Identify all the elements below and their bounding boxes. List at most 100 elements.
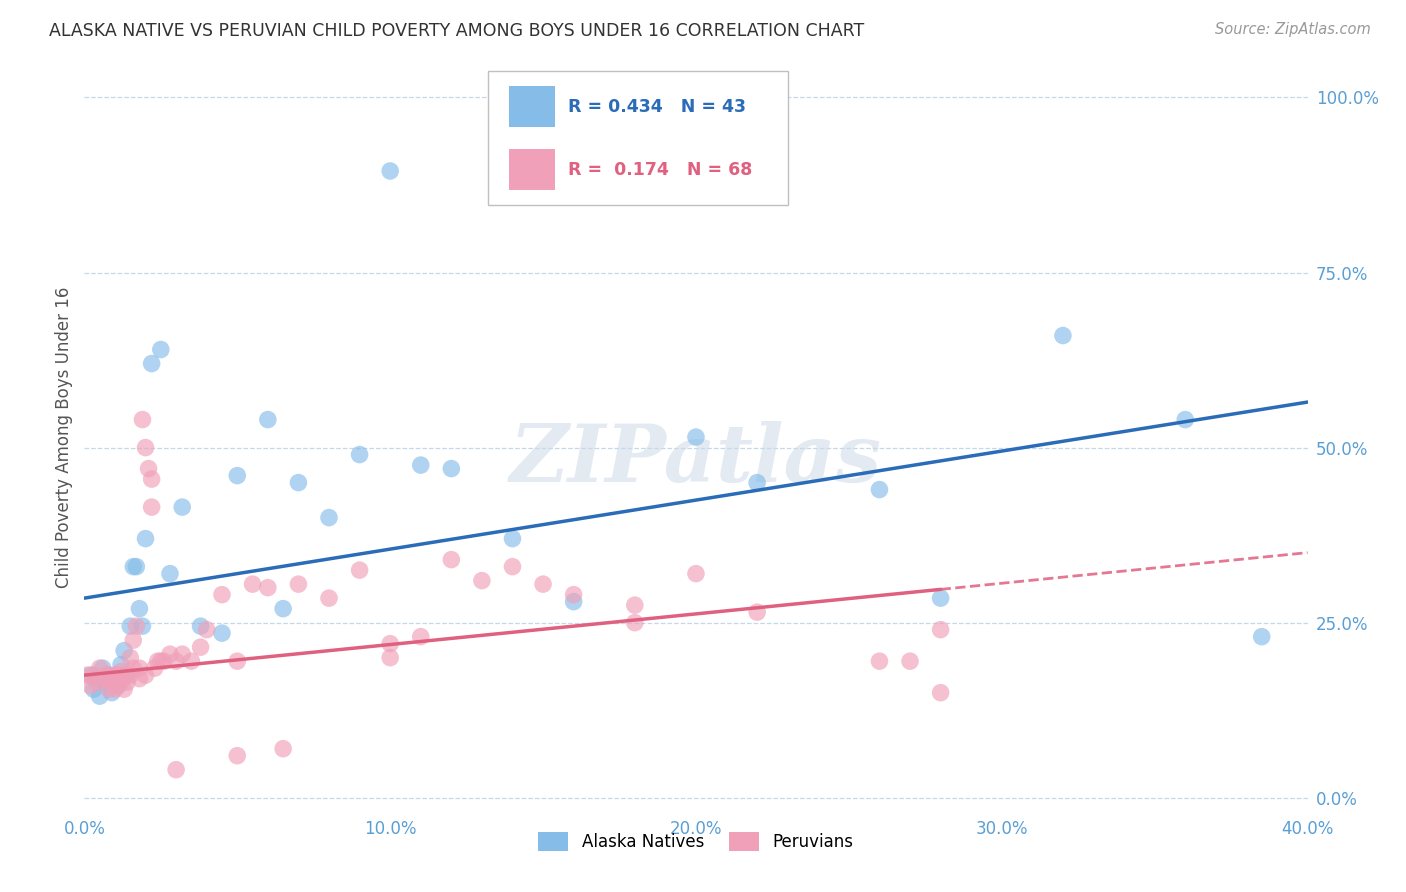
Point: [112, 643, 135, 657]
Point: [440, 552, 463, 566]
Point: [159, 566, 181, 581]
Point: [138, 461, 160, 475]
Point: [380, 637, 402, 651]
Point: [115, 675, 138, 690]
Point: [190, 619, 212, 633]
Point: [211, 588, 233, 602]
Point: [172, 647, 194, 661]
Point: [624, 598, 647, 612]
Text: ALASKA NATIVE VS PERUVIAN CHILD POVERTY AMONG BOYS UNDER 16 CORRELATION CHART: ALASKA NATIVE VS PERUVIAN CHILD POVERTY …: [49, 22, 865, 40]
Point: [94, 668, 117, 682]
Point: [94, 675, 117, 690]
Point: [79, 679, 101, 693]
Text: ZIPatlas: ZIPatlas: [510, 421, 882, 499]
Point: [128, 601, 150, 615]
Point: [115, 668, 138, 682]
Point: [242, 577, 264, 591]
Point: [89, 689, 111, 703]
Point: [318, 510, 340, 524]
Point: [122, 633, 145, 648]
Point: [172, 500, 194, 515]
Point: [287, 577, 309, 591]
Y-axis label: Child Poverty Among Boys Under 16: Child Poverty Among Boys Under 16: [55, 286, 73, 588]
Point: [131, 412, 153, 426]
Point: [135, 532, 157, 546]
Point: [226, 654, 249, 668]
Point: [112, 682, 135, 697]
Point: [929, 686, 952, 700]
Point: [89, 661, 111, 675]
Point: [128, 672, 150, 686]
Point: [257, 581, 280, 595]
Point: [122, 661, 145, 675]
Point: [141, 500, 163, 515]
Point: [409, 630, 432, 644]
Point: [122, 559, 145, 574]
Point: [104, 668, 127, 682]
Point: [120, 668, 142, 682]
Point: [125, 619, 148, 633]
Point: [97, 668, 120, 682]
Point: [271, 741, 294, 756]
Point: [898, 654, 921, 668]
Point: [929, 623, 952, 637]
Point: [226, 748, 249, 763]
Point: [624, 615, 647, 630]
Point: [257, 412, 280, 426]
Point: [502, 559, 524, 574]
Point: [91, 661, 114, 675]
Point: [747, 475, 769, 490]
Point: [104, 682, 127, 697]
Point: [380, 164, 402, 178]
Point: [143, 661, 166, 675]
Point: [349, 448, 371, 462]
Point: [349, 563, 371, 577]
Bar: [509, 86, 555, 128]
Point: [180, 654, 202, 668]
Point: [1174, 412, 1197, 426]
Point: [149, 654, 172, 668]
Text: R = 0.434   N = 43: R = 0.434 N = 43: [568, 97, 745, 116]
Point: [110, 665, 132, 679]
Point: [869, 654, 891, 668]
Point: [128, 661, 150, 675]
Point: [146, 654, 169, 668]
Point: [76, 668, 98, 682]
Point: [159, 647, 181, 661]
Point: [135, 668, 157, 682]
Text: Source: ZipAtlas.com: Source: ZipAtlas.com: [1215, 22, 1371, 37]
Point: [86, 675, 108, 690]
Point: [869, 483, 891, 497]
Point: [190, 640, 212, 655]
Point: [83, 682, 105, 697]
Point: [107, 679, 129, 693]
Point: [110, 657, 132, 672]
Point: [79, 668, 101, 682]
Point: [101, 686, 124, 700]
Point: [97, 682, 120, 697]
Point: [141, 357, 163, 371]
Point: [83, 668, 105, 682]
Point: [120, 650, 142, 665]
Point: [562, 588, 585, 602]
Point: [135, 441, 157, 455]
Point: [929, 591, 952, 606]
Point: [101, 675, 124, 690]
Point: [562, 594, 585, 608]
Point: [685, 430, 707, 444]
Point: [195, 623, 218, 637]
Point: [1052, 328, 1074, 343]
Point: [165, 654, 187, 668]
Point: [1250, 630, 1272, 644]
Point: [409, 458, 432, 472]
Point: [226, 468, 249, 483]
Point: [104, 672, 127, 686]
Point: [380, 650, 402, 665]
Point: [149, 343, 172, 357]
Point: [120, 619, 142, 633]
Point: [107, 679, 129, 693]
FancyBboxPatch shape: [488, 71, 787, 205]
Point: [287, 475, 309, 490]
Point: [747, 605, 769, 619]
Bar: [509, 149, 555, 190]
